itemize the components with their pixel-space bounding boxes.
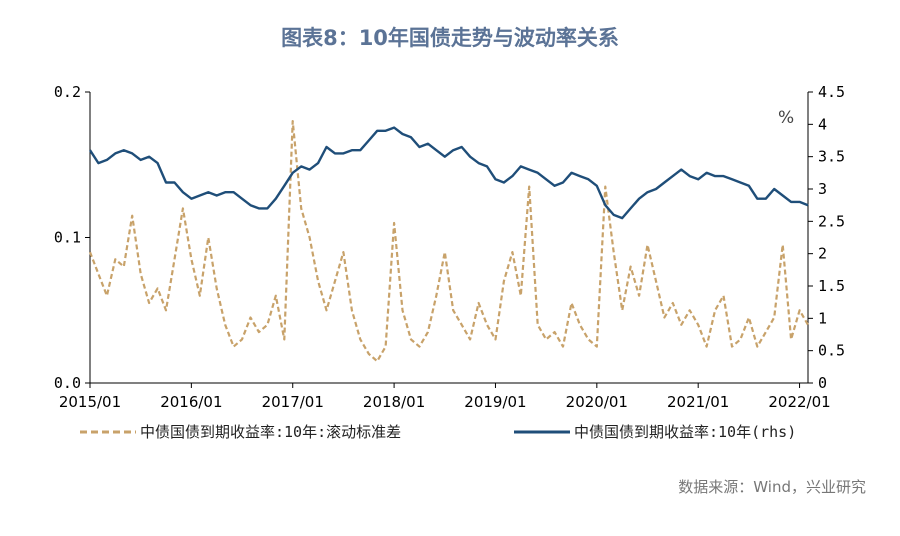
chart-title: 图表8：10年国债走势与波动率关系 (281, 26, 619, 50)
x-tick-label: 2017/01 (262, 393, 324, 411)
x-axis-ticks: 2015/01 2016/01 2017/01 2018/01 2019/01 2020/… (59, 383, 831, 411)
right-tick-label: 3 (818, 180, 827, 198)
left-tick-label: 0.2 (54, 83, 81, 101)
x-tick-label: 2019/01 (464, 393, 526, 411)
source-note: 数据来源：Wind，兴业研究 (678, 478, 866, 496)
left-tick-label: 0.1 (54, 229, 81, 247)
legend-label-volatility: 中债国债到期收益率:10年:滚动标准差 (140, 423, 401, 441)
x-tick-label: 2015/01 (59, 393, 121, 411)
right-tick-label: 2.5 (818, 212, 845, 230)
plot-lines (88, 119, 809, 363)
legend: 中债国债到期收益率:10年:滚动标准差 中债国债到期收益率:10年(rhs) (80, 423, 796, 441)
right-tick-label: 2 (818, 245, 827, 263)
x-tick-label: 2022/01 (768, 393, 830, 411)
right-tick-label: 1 (818, 309, 827, 327)
right-axis-ticks: 0 0.5 1 1.5 2 2.5 3 3.5 4 4.5 (808, 83, 845, 392)
right-axis-unit: % (778, 108, 794, 128)
right-tick-label: 4 (818, 115, 827, 133)
x-tick-label: 2020/01 (566, 393, 628, 411)
axes (89, 92, 809, 384)
x-tick-label: 2018/01 (363, 393, 425, 411)
left-tick-label: 0.0 (54, 374, 81, 392)
left-axis-ticks: 0.0 0.1 0.2 (54, 83, 90, 392)
right-tick-label: 1.5 (818, 277, 845, 295)
series-line-yield (88, 126, 809, 220)
right-tick-label: 4.5 (818, 83, 845, 101)
series-line-volatility (88, 119, 809, 363)
x-tick-label: 2016/01 (160, 393, 222, 411)
right-tick-label: 3.5 (818, 148, 845, 166)
x-tick-label: 2021/01 (667, 393, 729, 411)
right-tick-label: 0.5 (818, 342, 845, 360)
legend-label-yield: 中债国债到期收益率:10年(rhs) (574, 423, 796, 441)
right-tick-label: 0 (818, 374, 827, 392)
